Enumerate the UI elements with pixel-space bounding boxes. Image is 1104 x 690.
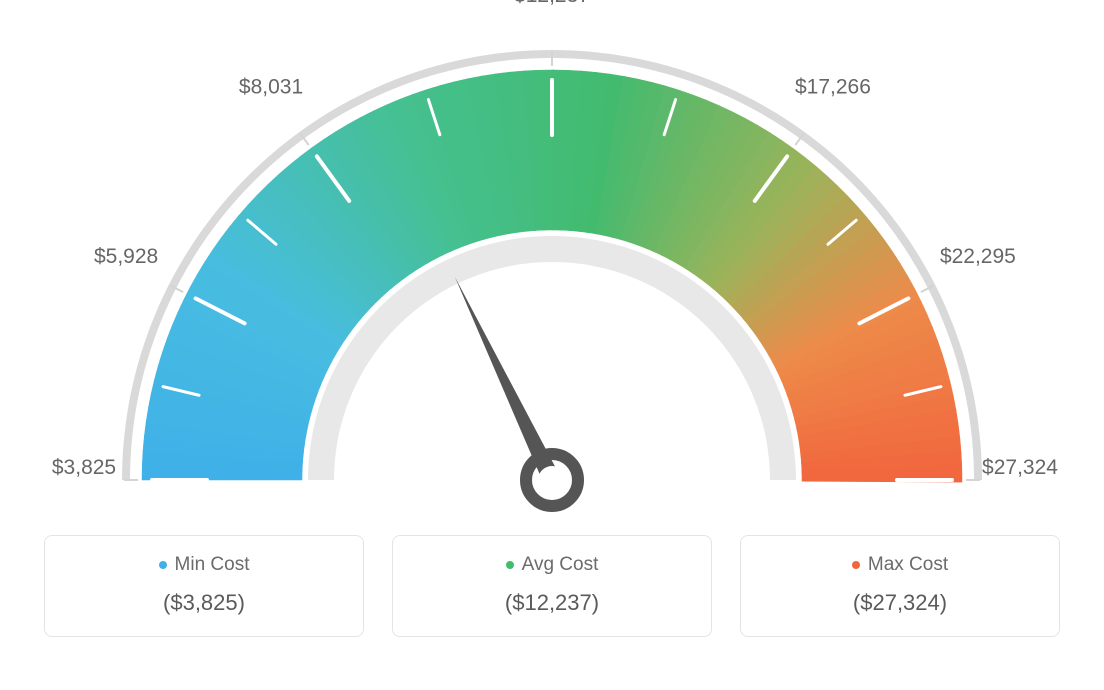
avg-cost-card: Avg Cost ($12,237) — [392, 535, 712, 637]
gauge-scale-label: $3,825 — [52, 456, 116, 479]
min-cost-value: ($3,825) — [55, 590, 353, 616]
gauge-scale-label: $17,266 — [795, 75, 871, 98]
avg-cost-title: Avg Cost — [403, 554, 701, 576]
gauge-scale-label: $22,295 — [940, 245, 1016, 268]
gauge-scale-label: $27,324 — [982, 456, 1058, 479]
gauge-svg: $3,825 $5,928 $8,031 $12,237 $17,266 $22,295 $… — [0, 0, 1104, 525]
max-cost-title: Max Cost — [751, 554, 1049, 576]
gauge-needle — [455, 277, 578, 506]
min-cost-card: Min Cost ($3,825) — [44, 535, 364, 637]
max-dot-icon — [852, 561, 860, 569]
min-cost-label: Min Cost — [175, 554, 250, 576]
min-cost-title: Min Cost — [55, 554, 353, 576]
max-cost-label: Max Cost — [868, 554, 948, 576]
summary-cards: Min Cost ($3,825) Avg Cost ($12,237) Max… — [0, 535, 1104, 637]
min-dot-icon — [159, 561, 167, 569]
max-cost-value: ($27,324) — [751, 590, 1049, 616]
gauge-scale-label: $8,031 — [239, 75, 303, 98]
max-cost-card: Max Cost ($27,324) — [740, 535, 1060, 637]
gauge-scale-label: $5,928 — [94, 245, 158, 268]
avg-cost-value: ($12,237) — [403, 590, 701, 616]
gauge-chart: $3,825 $5,928 $8,031 $12,237 $17,266 $22,295 $… — [0, 0, 1104, 525]
gauge-scale-label: $12,237 — [514, 0, 590, 7]
avg-dot-icon — [506, 561, 514, 569]
avg-cost-label: Avg Cost — [522, 554, 599, 576]
